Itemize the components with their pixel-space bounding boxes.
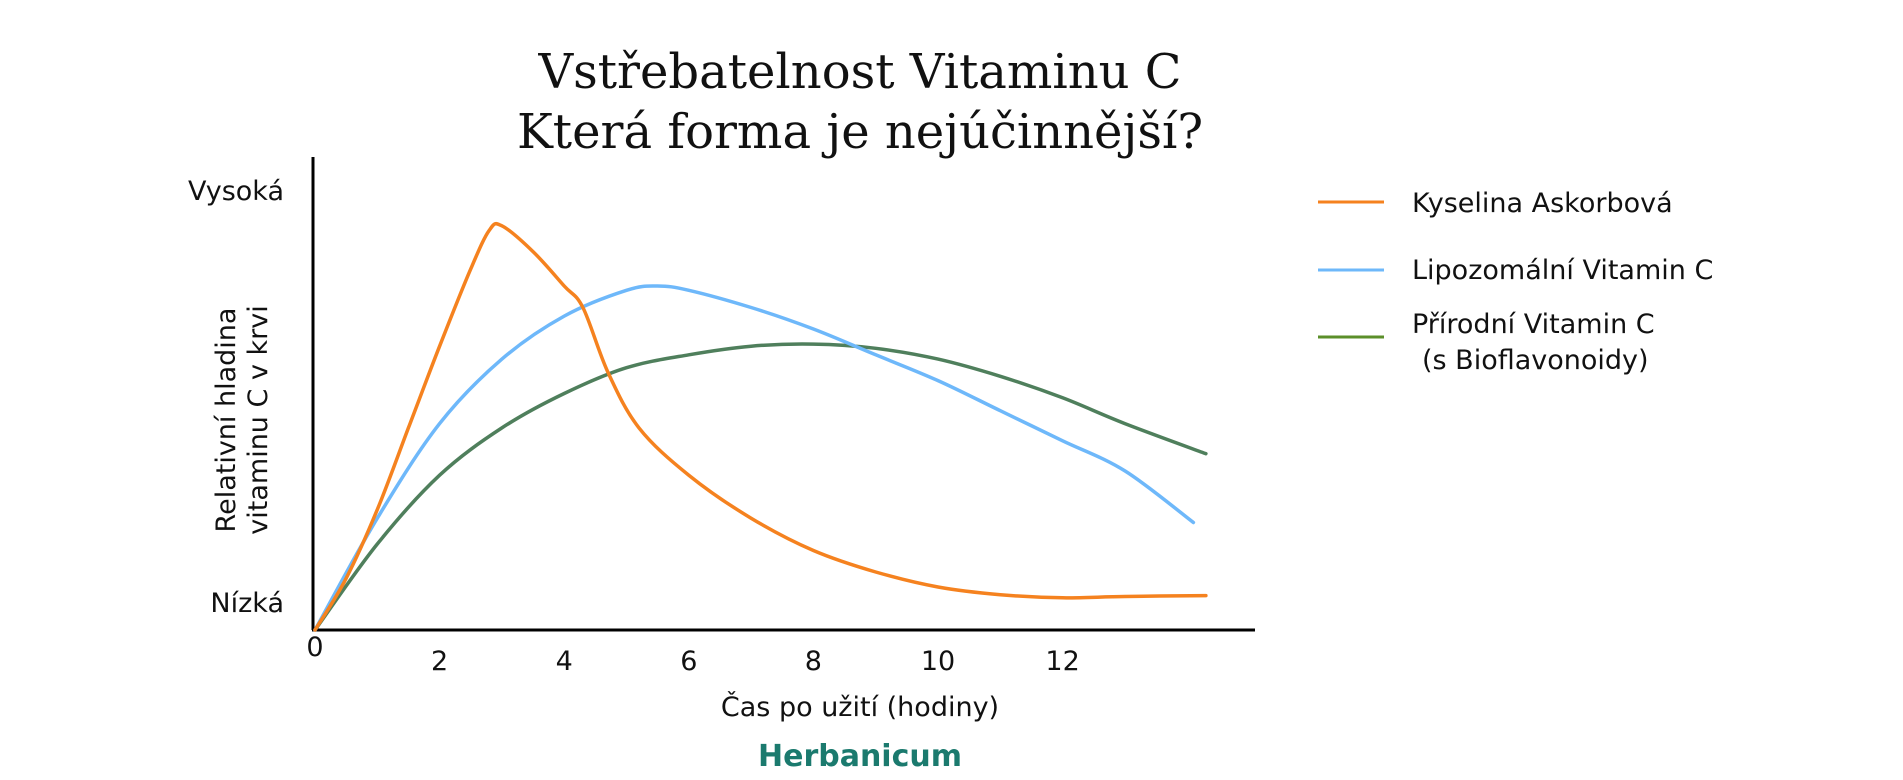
y-level-high: Vysoká [188, 176, 284, 207]
x-tick-label: 12 [1045, 646, 1079, 677]
chart-subtitle: Která forma je nejúčinnější? [517, 104, 1203, 160]
x-tick-label: 6 [680, 646, 697, 677]
series-line-0 [313, 221, 1208, 632]
x-tick-label: 2 [431, 646, 448, 677]
legend-label-lipozomalni-vitamin-c: Lipozomální Vitamin C [1412, 255, 1713, 286]
x-tick-label: 4 [556, 646, 573, 677]
x-ticks: 0 2 4 6 8 10 12 [306, 632, 1079, 677]
chart-title: Vstřebatelnost Vitaminu C [537, 44, 1181, 100]
legend-label-kyselina-askorbova: Kyselina Askorbová [1412, 188, 1673, 219]
series-lines [313, 221, 1208, 632]
y-level-low: Nízká [210, 588, 284, 619]
series-line-1 [313, 284, 1196, 632]
x-axis-label: Čas po užití (hodiny) [721, 691, 999, 723]
brand-logo: Herbanicum [758, 739, 962, 774]
x-tick-label: 10 [921, 646, 955, 677]
legend-label-prirodni-vitamin-c: Přírodní Vitamin C [1412, 309, 1655, 340]
legend: Kyselina Askorbová Lipozomální Vitamin C… [1318, 188, 1713, 376]
series-line-2 [313, 342, 1208, 632]
legend-label-prirodni-vitamin-c-line2: (s Bioflavonoidy) [1422, 345, 1649, 376]
x-tick-label: 0 [306, 632, 323, 663]
y-axis-label-line2: vitaminu C v krvi [243, 305, 274, 534]
x-tick-label: 8 [805, 646, 822, 677]
y-axis-label-line1: Relativní hladina [211, 308, 242, 533]
